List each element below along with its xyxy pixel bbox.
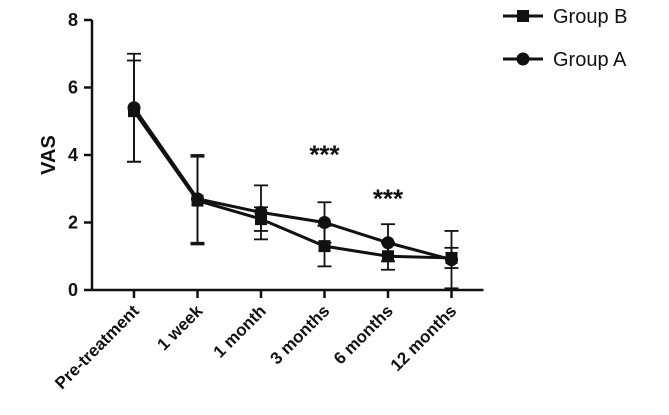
y-tick-label: 0 [68,280,78,300]
data-point-circle [127,101,141,115]
x-tick-label: Pre-treatment [51,301,143,393]
x-tick-label: 6 months [330,301,397,368]
significance-marker: *** [373,184,404,214]
series-lines [132,106,452,262]
legend-label: Group B [553,6,627,28]
x-tick-label: 1 month [210,301,270,361]
significance-marker: *** [309,140,340,170]
series-line-group-a [132,106,452,262]
y-axis-title: VAS [38,135,60,175]
x-tick-label: 3 months [266,301,333,368]
legend-marker-square [517,10,529,22]
series-markers [127,101,458,267]
data-point-square [318,240,331,253]
legend: Group B Group A [503,6,627,71]
legend-marker-circle [516,52,530,66]
y-tick-label: 8 [68,10,78,30]
data-point-circle [254,205,268,219]
y-tick-label: 2 [68,213,78,233]
data-point-circle [445,253,458,267]
significance-annotations: *** *** [309,140,404,214]
data-point-circle [191,192,204,206]
x-tick-label: 1 week [153,301,206,354]
x-tick-label: 12 months [387,301,461,375]
y-tick-label: 6 [68,78,78,98]
series-line-group-b [132,110,452,260]
legend-label: Group A [553,49,627,71]
data-point-square [382,250,394,263]
y-tick-label: 4 [68,145,78,165]
data-point-circle [318,216,331,229]
data-point-circle [381,236,395,250]
